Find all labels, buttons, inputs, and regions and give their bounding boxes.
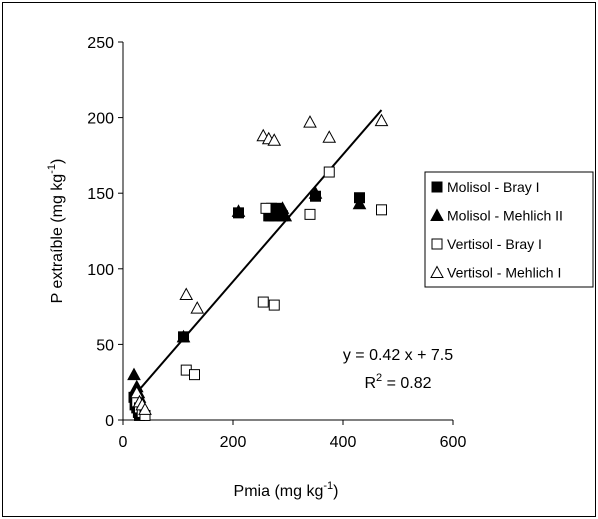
legend-box [424,171,594,288]
y-label-end: ) [49,159,66,164]
y-tick-label: 250 [87,35,114,52]
marker-triangle [179,287,194,301]
y-tick-label: 0 [105,413,114,430]
y-tick-label: 150 [87,186,114,203]
legend-label: Molisol - Bray I [447,179,540,195]
marker-triangle [176,329,191,343]
x-tick-label: 0 [119,434,128,451]
legend: Molisol - Bray I Molisol - Mehlich II Vert… [424,171,594,288]
marker-square [431,181,443,193]
marker-triangle [138,402,152,415]
marker-square [268,299,280,311]
marker-triangle [322,130,337,143]
legend-label: Vertisol - Mehlich I [447,265,561,281]
y-label-text: P extraíble (mg kg [49,174,66,304]
y-tick-label: 200 [87,111,114,128]
x-label-sup: -1 [323,480,333,492]
y-tick-label: 100 [87,262,114,279]
marker-triangle [129,385,144,399]
r2-end: = 0.82 [382,375,431,392]
r2-text: R [364,375,376,392]
x-label-end: ) [333,483,338,500]
legend-label: Molisol - Mehlich II [447,208,563,224]
x-tick-label: 200 [220,434,247,451]
x-axis-label: Pmia (mg kg-1) [234,480,339,500]
marker-triangle [352,196,367,210]
marker-triangle [190,301,205,314]
trendline [133,109,383,397]
marker-triangle [430,265,444,278]
marker-triangle [308,186,323,199]
marker-square [431,238,443,250]
marker-square [323,166,335,178]
x-tick-label: 600 [440,434,467,451]
marker-square [304,208,316,220]
legend-label: Vertisol - Bray I [447,236,542,252]
marker-triangle [278,208,293,222]
y-tick-label: 50 [96,337,114,354]
marker-square [257,296,269,308]
y-label-sup: -1 [46,164,58,174]
marker-triangle [374,113,389,127]
marker-triangle [430,208,444,221]
y-axis-label: P extraíble (mg kg-1) [46,159,66,304]
r2-sup: 2 [376,372,382,384]
equation: y = 0.42 x + 7.5 [343,347,453,364]
x-label-text: Pmia (mg kg [234,483,324,500]
marker-triangle [127,367,141,381]
r-squared: R2 = 0.82 [364,372,431,392]
marker-triangle [231,204,246,217]
marker-triangle [303,115,317,128]
marker-square [260,202,272,214]
marker-triangle [267,133,282,146]
marker-square [376,204,387,216]
marker-square [189,369,200,381]
x-tick-label: 400 [330,434,357,451]
